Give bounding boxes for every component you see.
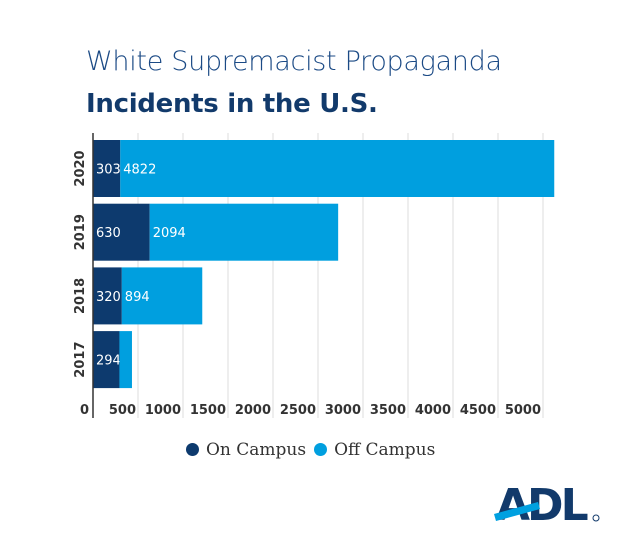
x-tick-label: 2500 [280, 403, 316, 418]
x-tick-label: 3500 [370, 403, 406, 418]
legend-label: Off Campus [334, 440, 436, 460]
legend-swatch [314, 443, 328, 456]
adl-logo: ADL [494, 480, 600, 526]
data-label: 294 [96, 354, 121, 369]
data-label: 2094 [153, 226, 186, 241]
x-tick-label: 5000 [505, 403, 541, 418]
x-tick-label: 4500 [460, 403, 496, 418]
data-label: 4822 [123, 163, 156, 178]
data-label: 303 [96, 163, 121, 178]
x-tick-label: 1000 [145, 403, 181, 418]
y-tick-label: 2020 [73, 150, 88, 186]
legend: On Campus Off Campus [186, 440, 435, 460]
bar-segment [93, 140, 121, 197]
bar-segment [93, 267, 122, 325]
legend-label: On Campus [206, 440, 307, 460]
bar-segment [93, 203, 150, 261]
y-tick-label: 2019 [73, 214, 88, 250]
bar-segment [121, 267, 203, 325]
bar-segment [119, 331, 132, 389]
bar-segment [93, 331, 120, 389]
chart-subtitle: Incidents in the U.S. [86, 89, 378, 119]
legend-item-off-campus: Off Campus [314, 440, 435, 460]
data-label: 894 [125, 290, 150, 305]
data-label: 320 [96, 290, 121, 305]
svg-text:ADL: ADL [496, 480, 588, 526]
x-tick-label: 0 [80, 403, 89, 418]
x-tick-label: 2000 [235, 403, 271, 418]
bar-segment [149, 203, 339, 261]
y-tick-label: 2018 [73, 278, 88, 314]
x-tick-label: 3000 [325, 403, 361, 418]
y-tick-label: 2017 [73, 342, 88, 378]
x-tick-label: 500 [109, 403, 136, 418]
legend-swatch [186, 443, 199, 456]
data-label: 630 [96, 226, 121, 241]
x-tick-label: 4000 [415, 403, 451, 418]
x-tick-label: 1500 [190, 403, 226, 418]
legend-item-on-campus: On Campus [186, 440, 306, 460]
bar-segment [120, 140, 555, 197]
chart-title: White Supremacist Propaganda [86, 46, 502, 77]
